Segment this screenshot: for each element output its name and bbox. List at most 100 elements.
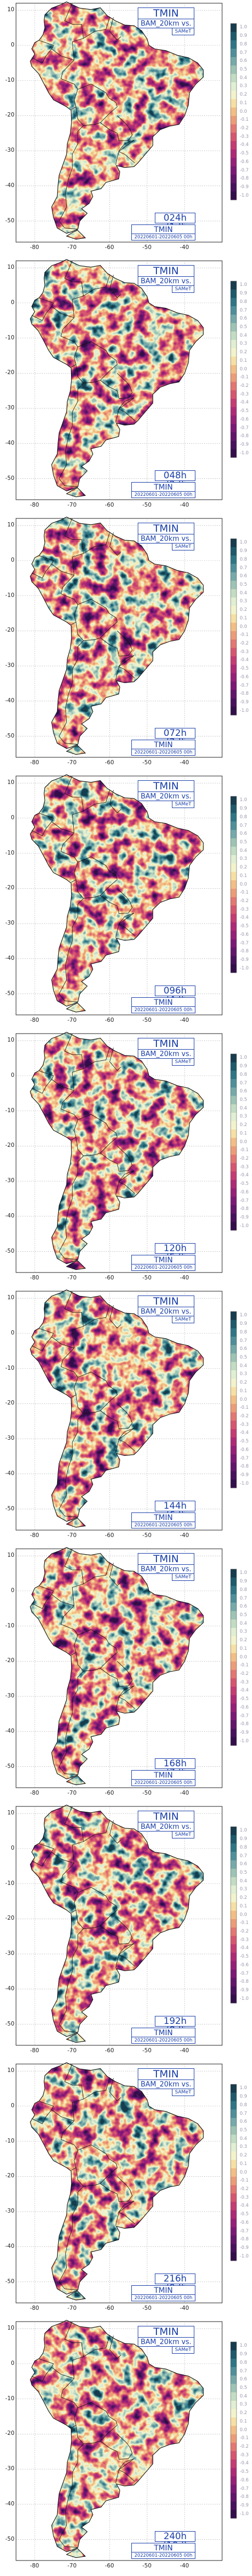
colorbar-tick-label: -0.6	[240, 2477, 249, 2483]
colorbar-swatch	[231, 872, 237, 881]
colorbar-swatch	[231, 1860, 237, 1869]
colorbar-tick-label: -0.8	[240, 1721, 249, 1727]
colorbar-swatch	[231, 49, 237, 58]
colorbar-swatch	[231, 440, 237, 449]
colorbar-tick-label: -0.6	[240, 1189, 249, 1195]
lon-tick-label: -80	[30, 2563, 40, 2569]
colorbar-swatch	[231, 1412, 237, 1421]
lon-tick-label: -60	[105, 759, 114, 766]
colorbar-tick-label: 0.7	[240, 1853, 247, 1859]
colorbar-tick-label: -0.7	[240, 1970, 249, 1976]
colorbar-swatch	[231, 2392, 237, 2401]
lat-tick-label: -10	[5, 2137, 14, 2144]
colorbar-tick-label: 0.6	[240, 1346, 247, 1352]
colorbar-swatch	[231, 707, 237, 716]
colorbar-swatch	[231, 1387, 237, 1396]
lat-tick-label: 10	[7, 1810, 14, 1817]
colorbar-swatch	[231, 133, 237, 142]
colorbar-tick-label: 0.9	[240, 806, 247, 812]
colorbar-tick-label: 0.3	[240, 1887, 247, 1892]
colorbar-tick-label: 0.6	[240, 831, 247, 837]
lon-tick-label: -70	[67, 759, 77, 766]
reference-label: SAMeT	[172, 2089, 194, 2096]
colorbar-swatch	[231, 631, 237, 640]
colorbar-tick-label: 0.9	[240, 291, 247, 297]
colorbar-swatch	[231, 2375, 237, 2384]
lead-time-label: 144h (6d)	[155, 1501, 195, 1520]
colorbar-swatch	[231, 1138, 237, 1147]
colorbar-tick-label: 0.0	[240, 108, 247, 114]
period-label: 20220601-20220605 00h	[131, 492, 195, 498]
colorbar-tick-label: -0.2	[240, 1671, 249, 1677]
colorbar-swatch	[231, 956, 237, 965]
colorbar-swatch	[231, 2135, 237, 2144]
colorbar-swatch	[231, 1986, 237, 1995]
colorbar-tick-label: -0.6	[240, 674, 249, 680]
colorbar-swatch	[231, 1454, 237, 1463]
colorbar-tick-label: 0.5	[240, 2127, 247, 2133]
colorbar-tick-label: 0.2	[240, 2153, 247, 2159]
correlation-map	[15, 1, 237, 243]
lead-time-label: 192h (8d)	[155, 2016, 195, 2035]
colorbar-swatch	[231, 124, 237, 133]
colorbar-swatch	[231, 905, 237, 914]
colorbar-tick-label: -1.0	[240, 1480, 249, 1486]
colorbar-swatch	[231, 855, 237, 864]
colorbar-tick-label: 0.9	[240, 1321, 247, 1327]
colorbar-tick-label: -1.0	[240, 450, 249, 456]
colorbar-tick-label: -0.7	[240, 167, 249, 173]
lat-tick-label: -50	[5, 1763, 14, 1770]
colorbar-swatch	[231, 838, 237, 847]
colorbar-tick-label: 0.3	[240, 2402, 247, 2408]
lon-tick-label: -60	[105, 502, 114, 508]
colorbar-swatch	[231, 1695, 237, 1704]
continent-outline	[30, 516, 204, 755]
colorbar	[230, 2341, 237, 2519]
colorbar-swatch	[231, 1213, 237, 1222]
colorbar-tick-label: 0.1	[240, 1903, 247, 1909]
colorbar-swatch	[231, 356, 237, 366]
colorbar-swatch	[231, 2143, 237, 2152]
lon-tick-label: -80	[30, 759, 40, 766]
lat-tick-label: 10	[7, 2067, 14, 2074]
colorbar-tick-label: -0.7	[240, 1713, 249, 1719]
colorbar-swatch	[231, 1378, 237, 1387]
colorbar-swatch	[231, 432, 237, 441]
continent-outline	[30, 259, 204, 498]
map-panel-1: TMIN SCORR BAM_20km vs. SAMeT 024h (1d) …	[0, 0, 252, 258]
colorbar-frame	[230, 1053, 237, 1231]
colorbar-swatch	[231, 1205, 237, 1214]
lat-tick-label: -30	[5, 1435, 14, 1442]
lon-tick-label: -70	[67, 1275, 77, 1281]
colorbar-tick-label: 0.1	[240, 2161, 247, 2167]
lat-tick-label: -30	[5, 2208, 14, 2215]
reference-label: SAMeT	[172, 28, 194, 35]
colorbar-tick-label: -0.5	[240, 151, 249, 157]
colorbar-swatch	[231, 1146, 237, 1155]
lon-tick-label: -40	[179, 502, 189, 508]
continent-outline	[30, 1547, 204, 1786]
colorbar-tick-label: 0.3	[240, 856, 247, 862]
colorbar-tick-label: 0.5	[240, 1612, 247, 1618]
colorbar-swatch	[231, 348, 237, 357]
colorbar-swatch	[231, 331, 237, 340]
map-panel-7: TMIN SCORR BAM_20km vs. SAMeT 168h (7d) …	[0, 1546, 252, 1803]
colorbar-tick-label: -0.4	[240, 1430, 249, 1436]
colorbar-tick-label: 0.9	[240, 33, 247, 39]
lon-tick-label: -60	[105, 244, 114, 251]
reference-label: SAMeT	[172, 544, 194, 550]
correlation-map	[15, 2319, 237, 2561]
colorbar-tick-label: 0.5	[240, 324, 247, 330]
colorbar-swatch	[231, 1969, 237, 1978]
lat-tick-label: -50	[5, 732, 14, 739]
colorbar-tick-label: 0.0	[240, 1654, 247, 1660]
colorbar-tick-label: 1.0	[240, 25, 247, 30]
lon-tick-label: -70	[67, 502, 77, 508]
colorbar	[230, 796, 237, 973]
score-label: TMIN SCORR=0.21	[131, 1512, 195, 1529]
colorbar-tick-label: 0.2	[240, 607, 247, 613]
colorbar	[230, 1569, 237, 1746]
colorbar-tick-label: 1.0	[240, 282, 247, 288]
colorbar-tick-label: -1.0	[240, 2511, 249, 2517]
variable-title: TMIN SCORR	[138, 7, 194, 29]
